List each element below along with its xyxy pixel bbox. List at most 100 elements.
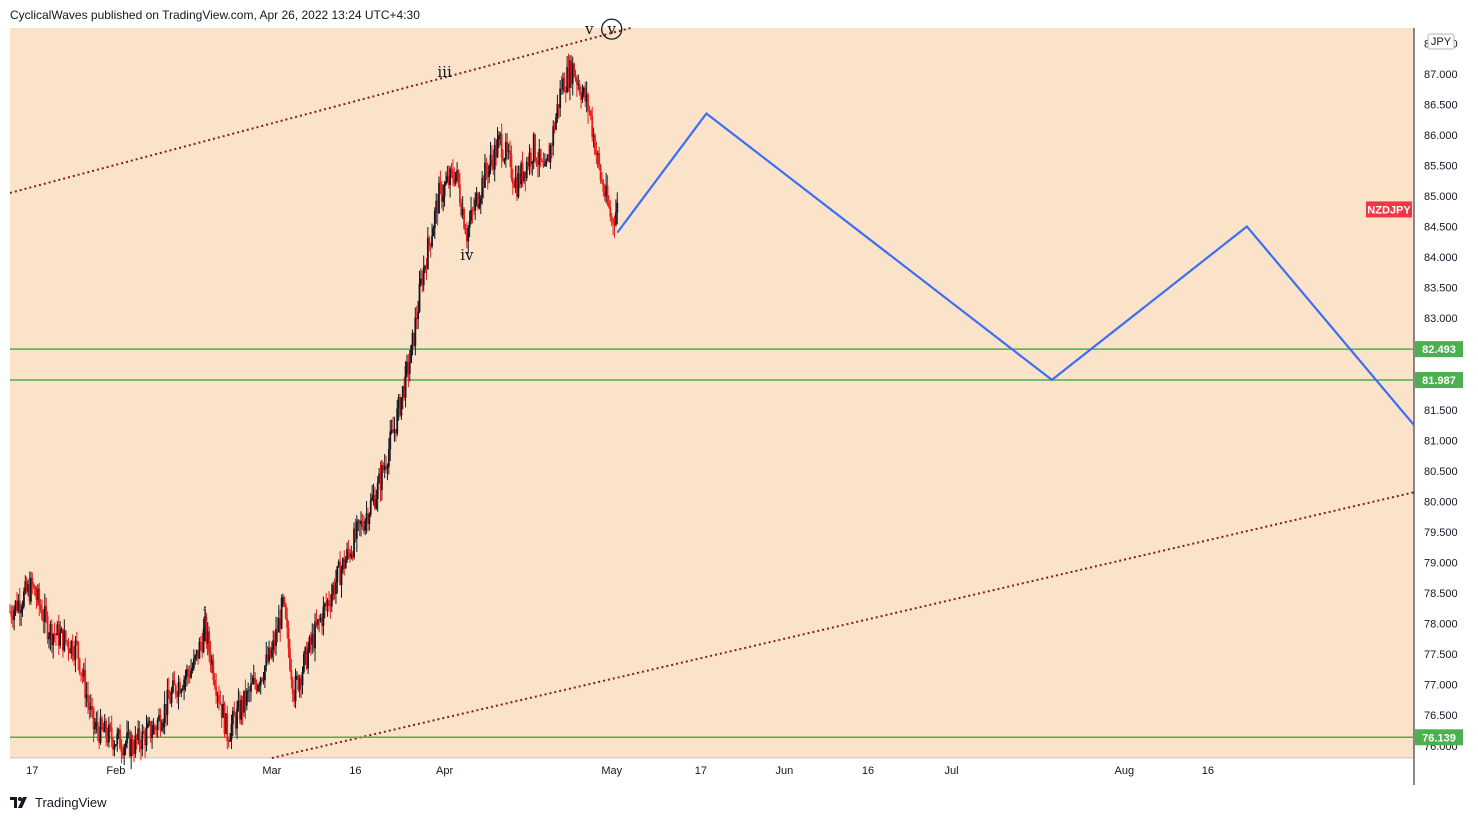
candle bbox=[283, 596, 286, 608]
candle bbox=[236, 700, 238, 739]
candle bbox=[341, 557, 344, 574]
price-axis[interactable] bbox=[1414, 28, 1470, 758]
candle-body bbox=[481, 177, 484, 198]
candle bbox=[222, 695, 225, 718]
candle bbox=[297, 674, 300, 693]
candle bbox=[478, 191, 481, 210]
candle-body bbox=[117, 729, 120, 734]
candle bbox=[514, 165, 517, 194]
candle bbox=[226, 705, 229, 750]
candle bbox=[403, 377, 406, 401]
candle bbox=[34, 585, 36, 597]
candle-body bbox=[141, 731, 144, 750]
candle bbox=[323, 602, 326, 619]
candle bbox=[605, 172, 608, 204]
candle-body bbox=[144, 733, 147, 746]
time-axis[interactable] bbox=[10, 758, 1470, 785]
candle-body bbox=[361, 520, 364, 527]
candle-body bbox=[321, 617, 323, 626]
candle bbox=[177, 675, 180, 710]
candle-body bbox=[582, 87, 585, 93]
candle-body bbox=[542, 161, 545, 167]
candle-body bbox=[560, 88, 563, 90]
candle-body bbox=[105, 720, 108, 738]
candle-body bbox=[247, 690, 250, 691]
candle bbox=[280, 594, 283, 630]
candle bbox=[581, 84, 584, 103]
candle-body bbox=[142, 731, 145, 734]
candle-body bbox=[202, 628, 205, 653]
price-tick-label: 80.500 bbox=[1424, 466, 1458, 478]
candle bbox=[550, 142, 553, 159]
candle-body bbox=[243, 690, 245, 713]
candle-body bbox=[509, 150, 511, 155]
candle bbox=[116, 727, 119, 752]
candle-body bbox=[223, 703, 226, 734]
candle-body bbox=[123, 746, 126, 756]
candle-body bbox=[112, 739, 114, 750]
candle-body bbox=[137, 728, 140, 740]
candle-body bbox=[510, 154, 513, 179]
candle-body bbox=[294, 675, 297, 702]
candle-body bbox=[606, 185, 609, 202]
candle-body bbox=[396, 408, 399, 434]
candle bbox=[45, 597, 48, 624]
candle bbox=[245, 688, 248, 711]
candle bbox=[613, 215, 616, 238]
candle bbox=[275, 616, 277, 656]
candle-body bbox=[450, 168, 453, 171]
candle-body bbox=[605, 185, 608, 197]
candle-body bbox=[263, 666, 266, 680]
candle-body bbox=[591, 115, 594, 137]
candle-body bbox=[511, 178, 514, 184]
candle bbox=[170, 686, 173, 708]
price-tick-label: 76.500 bbox=[1424, 710, 1458, 722]
candle-body bbox=[32, 584, 35, 587]
candle bbox=[591, 106, 594, 142]
candle-body bbox=[42, 619, 45, 622]
candle-body bbox=[293, 693, 296, 702]
candle-body bbox=[103, 720, 106, 733]
candle-body bbox=[34, 586, 36, 596]
candle-body bbox=[479, 197, 482, 204]
plot-area[interactable] bbox=[10, 28, 1414, 758]
candle-body bbox=[340, 569, 343, 586]
candle bbox=[36, 584, 39, 606]
channel-line bbox=[9, 27, 631, 194]
candle bbox=[610, 213, 613, 227]
candle bbox=[335, 569, 337, 604]
tradingview-footer[interactable]: TradingView bbox=[10, 795, 107, 810]
candle-body bbox=[521, 163, 524, 182]
candle-body bbox=[96, 722, 99, 732]
candle-body bbox=[496, 139, 499, 158]
candle-body bbox=[326, 600, 329, 606]
candle-body bbox=[400, 397, 403, 416]
candle bbox=[25, 576, 28, 594]
candle bbox=[555, 112, 557, 131]
candle bbox=[374, 486, 376, 511]
candle bbox=[520, 160, 523, 189]
time-tick-label: Apr bbox=[436, 765, 453, 777]
candle-body bbox=[460, 203, 463, 216]
candle bbox=[110, 715, 113, 748]
candle-body bbox=[351, 553, 354, 558]
candle bbox=[224, 713, 227, 735]
candle bbox=[282, 593, 284, 608]
candle bbox=[582, 86, 585, 98]
candle bbox=[541, 158, 543, 163]
candle bbox=[598, 146, 601, 171]
candle bbox=[482, 175, 485, 199]
candle-body bbox=[252, 678, 255, 684]
candle-body bbox=[101, 717, 103, 728]
candle bbox=[172, 672, 174, 694]
candle bbox=[318, 614, 321, 633]
candle bbox=[181, 684, 184, 692]
candle bbox=[102, 722, 105, 733]
candle-body bbox=[31, 577, 34, 585]
candle-body bbox=[394, 429, 397, 434]
candle bbox=[387, 438, 390, 475]
candle bbox=[426, 227, 429, 270]
candle-body bbox=[272, 640, 275, 651]
candle bbox=[300, 675, 303, 699]
